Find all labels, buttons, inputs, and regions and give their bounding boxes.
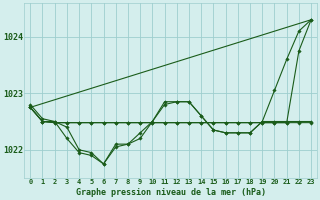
X-axis label: Graphe pression niveau de la mer (hPa): Graphe pression niveau de la mer (hPa) — [76, 188, 266, 197]
